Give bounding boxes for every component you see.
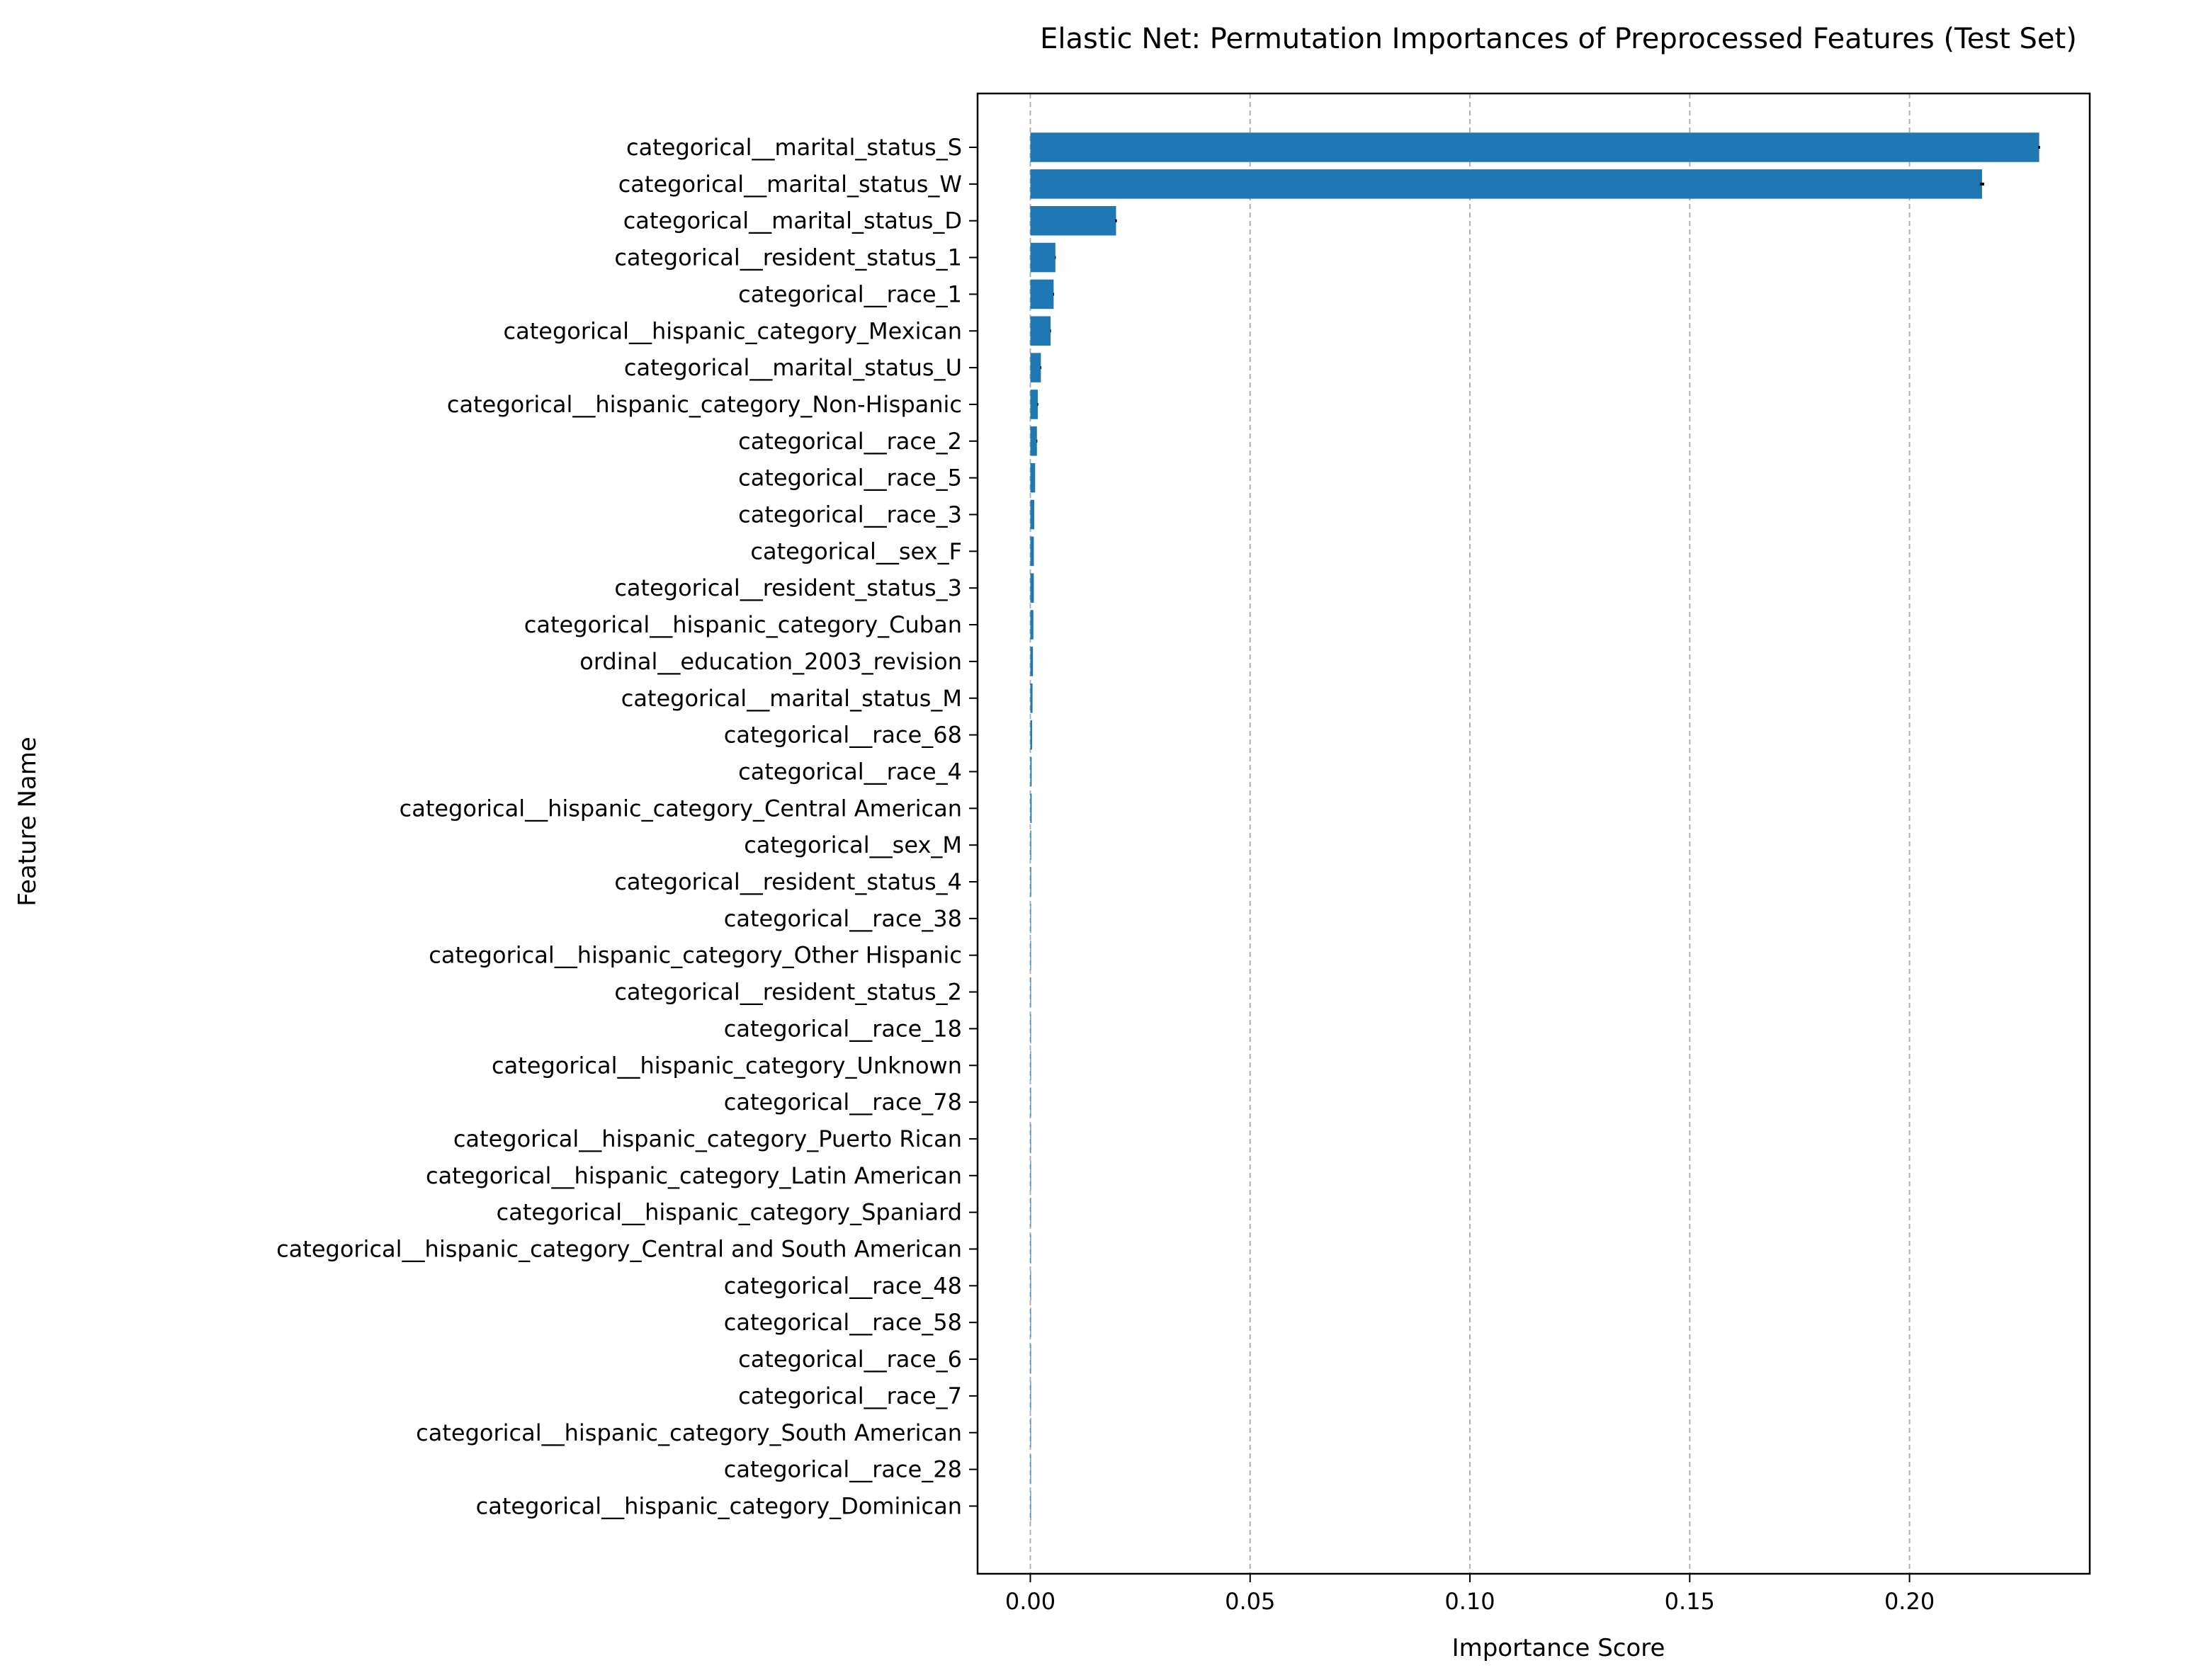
y-tick-label: categorical__hispanic_category_Latin Ame… bbox=[426, 1162, 962, 1189]
y-tick-label: categorical__hispanic_category_Central a… bbox=[276, 1236, 962, 1263]
bar bbox=[1030, 1418, 1031, 1448]
bar bbox=[1030, 830, 1031, 860]
x-tick-label: 0.15 bbox=[1665, 1588, 1715, 1615]
y-tick-label: categorical__resident_status_4 bbox=[614, 868, 962, 895]
bar bbox=[1030, 1381, 1031, 1411]
y-tick-label: categorical__race_18 bbox=[724, 1015, 962, 1042]
y-tick-label: categorical__hispanic_category_Central A… bbox=[400, 795, 962, 822]
y-tick-label: categorical__resident_status_2 bbox=[614, 979, 962, 1006]
bar bbox=[1030, 573, 1034, 603]
y-tick-label: categorical__hispanic_category_Other His… bbox=[429, 942, 962, 969]
y-tick-label: categorical__race_1 bbox=[738, 280, 962, 307]
y-tick-label: categorical__resident_status_3 bbox=[614, 574, 962, 601]
bar bbox=[1030, 1087, 1031, 1117]
y-tick-label: categorical__race_48 bbox=[724, 1272, 962, 1299]
bar bbox=[1030, 1307, 1031, 1337]
x-tick-label: 0.10 bbox=[1444, 1588, 1495, 1615]
bar bbox=[1030, 1124, 1031, 1154]
y-tick-label: categorical__hispanic_category_Dominican bbox=[476, 1492, 962, 1519]
bar bbox=[1030, 940, 1031, 970]
y-tick-label: categorical__hispanic_category_South Ame… bbox=[416, 1419, 962, 1446]
bar bbox=[1030, 720, 1032, 750]
bar bbox=[1030, 647, 1034, 676]
y-tick-label: categorical__hispanic_category_Unknown bbox=[492, 1052, 962, 1079]
bar bbox=[1030, 205, 1116, 236]
bar bbox=[1030, 132, 2039, 162]
y-tick-label: categorical__race_4 bbox=[738, 758, 962, 785]
y-tick-label: categorical__hispanic_category_Non-Hispa… bbox=[447, 391, 962, 418]
bar bbox=[1030, 353, 1041, 382]
bar bbox=[1030, 1050, 1031, 1080]
bar bbox=[1030, 462, 1036, 493]
bar bbox=[1030, 867, 1031, 897]
bar bbox=[1030, 426, 1037, 456]
bar bbox=[1030, 683, 1033, 713]
bar bbox=[1030, 1271, 1031, 1301]
y-tick-label: categorical__race_7 bbox=[738, 1383, 962, 1409]
y-tick-label: categorical__hispanic_category_Mexican bbox=[504, 317, 962, 344]
bar bbox=[1030, 610, 1034, 640]
y-tick-label: categorical__race_3 bbox=[738, 501, 962, 528]
bar bbox=[1030, 536, 1034, 567]
bar bbox=[1030, 169, 1982, 199]
bar bbox=[1030, 1014, 1031, 1044]
y-axis-ticks: categorical__marital_status_S categorical… bbox=[276, 134, 978, 1519]
bar bbox=[1030, 904, 1031, 933]
x-tick-label: 0.00 bbox=[1005, 1588, 1055, 1615]
y-tick-label: categorical__hispanic_category_Puerto Ri… bbox=[453, 1125, 962, 1152]
y-tick-label: categorical__race_78 bbox=[724, 1089, 962, 1116]
y-tick-label: categorical__marital_status_S bbox=[626, 134, 962, 161]
x-tick-label: 0.20 bbox=[1884, 1588, 1935, 1615]
y-tick-label: categorical__race_5 bbox=[738, 465, 962, 492]
y-tick-label: categorical__sex_F bbox=[750, 538, 962, 564]
bar bbox=[1030, 316, 1051, 346]
bar bbox=[1030, 1161, 1031, 1191]
bars bbox=[1030, 132, 2039, 1521]
y-tick-label: categorical__resident_status_1 bbox=[614, 244, 962, 271]
bar bbox=[1030, 1344, 1031, 1374]
x-axis-ticks: 0.00 0.05 0.10 0.15 0.20 bbox=[1005, 1574, 1935, 1615]
y-tick-label: categorical__marital_status_U bbox=[624, 354, 962, 381]
y-tick-label: categorical__hispanic_category_Cuban bbox=[524, 611, 962, 638]
bar bbox=[1030, 793, 1032, 824]
bar bbox=[1030, 1454, 1031, 1485]
y-tick-label: categorical__race_6 bbox=[738, 1346, 962, 1373]
y-tick-label: categorical__race_28 bbox=[724, 1456, 962, 1483]
x-tick-label: 0.05 bbox=[1225, 1588, 1275, 1615]
plot-frame bbox=[976, 92, 2091, 1575]
y-tick-label: categorical__race_2 bbox=[738, 428, 962, 455]
bar bbox=[1030, 756, 1032, 787]
bar bbox=[1030, 1491, 1031, 1521]
y-tick-label: categorical__hispanic_category_Spaniard bbox=[497, 1199, 962, 1226]
y-tick-label: categorical__race_58 bbox=[724, 1309, 962, 1336]
x-axis-label: Importance Score bbox=[1452, 1634, 1665, 1662]
error-bars bbox=[1036, 146, 2040, 443]
bar bbox=[1030, 1197, 1031, 1227]
bar bbox=[1030, 1234, 1031, 1264]
bar bbox=[1030, 977, 1031, 1007]
y-axis-label: Feature Name bbox=[13, 737, 42, 907]
y-tick-label: categorical__race_38 bbox=[724, 905, 962, 932]
bar bbox=[1030, 390, 1038, 419]
y-tick-label: categorical__race_68 bbox=[724, 722, 962, 749]
y-tick-label: ordinal__education_2003_revision bbox=[579, 648, 962, 675]
bar bbox=[1030, 242, 1055, 273]
y-tick-label: categorical__sex_M bbox=[744, 832, 962, 858]
bar bbox=[1030, 499, 1035, 530]
y-tick-label: categorical__marital_status_W bbox=[618, 171, 962, 198]
bar bbox=[1030, 279, 1054, 310]
y-tick-label: categorical__marital_status_D bbox=[623, 208, 962, 234]
chart-title: Elastic Net: Permutation Importances of … bbox=[1040, 23, 2077, 55]
y-tick-label: categorical__marital_status_M bbox=[621, 685, 962, 712]
